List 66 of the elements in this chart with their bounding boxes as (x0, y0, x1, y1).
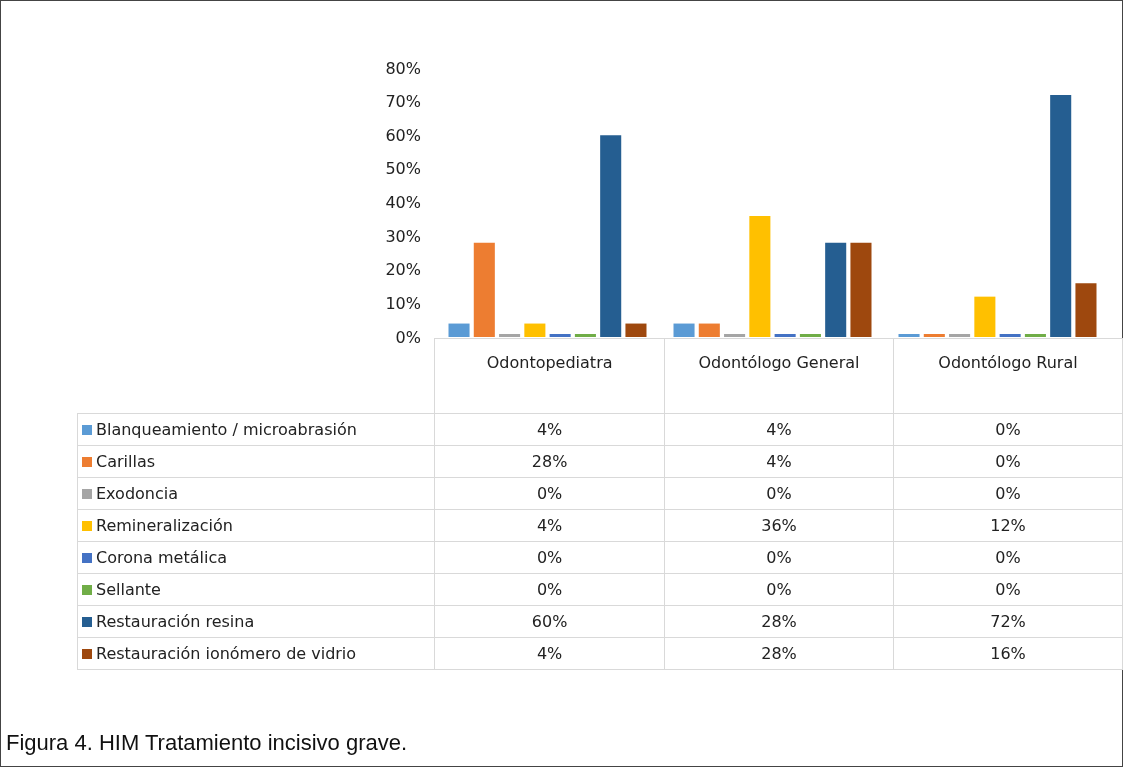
bar (574, 334, 596, 337)
data-label: 28% (664, 637, 894, 670)
bar (799, 334, 821, 337)
legend-label: Exodoncia (77, 477, 435, 510)
bar (974, 296, 996, 337)
data-label: 4% (434, 413, 665, 446)
data-label: 0% (893, 477, 1123, 510)
data-label: 16% (893, 637, 1123, 670)
bar (549, 334, 571, 337)
data-label: 0% (893, 445, 1123, 478)
data-label: 4% (434, 509, 665, 542)
legend-label: Carillas (77, 445, 435, 478)
bar (600, 135, 622, 337)
bar (774, 334, 796, 337)
bar (524, 323, 546, 337)
data-label: 36% (664, 509, 894, 542)
y-tick-label: 60% (385, 125, 421, 145)
bar (698, 323, 720, 337)
data-label: 0% (893, 573, 1123, 606)
legend-label: Sellante (77, 573, 435, 606)
data-label: 60% (434, 605, 665, 638)
data-label: 0% (664, 541, 894, 574)
y-tick-label: 80% (385, 58, 421, 78)
data-label: 0% (434, 541, 665, 574)
bar (1050, 94, 1072, 337)
data-label: 0% (893, 413, 1123, 446)
bar (923, 334, 945, 337)
y-tick-label: 70% (385, 92, 421, 112)
bar (999, 334, 1021, 337)
legend-label: Restauración resina (77, 605, 435, 638)
bar (1075, 283, 1097, 337)
x-tick-label: Odontólogo Rural (893, 338, 1123, 414)
data-label: 0% (434, 477, 665, 510)
bar (1024, 334, 1046, 337)
data-label: 28% (434, 445, 665, 478)
y-tick-label: 10% (385, 293, 421, 313)
x-tick-label: Odontólogo General (664, 338, 894, 414)
data-label: 0% (893, 541, 1123, 574)
data-label: 4% (664, 413, 894, 446)
bar (448, 323, 470, 337)
y-tick-label: 40% (385, 193, 421, 212)
data-label: 0% (664, 477, 894, 510)
legend-label: Corona metálica (77, 541, 435, 574)
bar (473, 242, 495, 337)
bar (850, 242, 872, 337)
x-tick-label: Odontopediatra (434, 338, 665, 414)
text: Figura 4. HIM Tratamiento incisivo grave. (6, 730, 408, 756)
y-tick-label: 0% (395, 327, 421, 347)
bar (749, 215, 771, 337)
y-tick-label: 20% (385, 260, 421, 280)
y-tick-label: 30% (385, 226, 421, 246)
legend-label: Remineralización (77, 509, 435, 542)
data-label: 0% (664, 573, 894, 606)
bar (825, 242, 847, 337)
legend-label: Restauración ionómero de vidrio (77, 637, 435, 670)
data-label: 72% (893, 605, 1123, 638)
data-label: 4% (664, 445, 894, 478)
data-label: 12% (893, 509, 1123, 542)
legend-label: Blanqueamiento / microabrasión (77, 413, 435, 446)
bar (673, 323, 695, 337)
bar (898, 334, 920, 337)
data-label: 4% (434, 637, 665, 670)
y-tick-label: 50% (385, 159, 421, 179)
data-label: 0% (434, 573, 665, 606)
data-label: 28% (664, 605, 894, 638)
bar (625, 323, 647, 337)
